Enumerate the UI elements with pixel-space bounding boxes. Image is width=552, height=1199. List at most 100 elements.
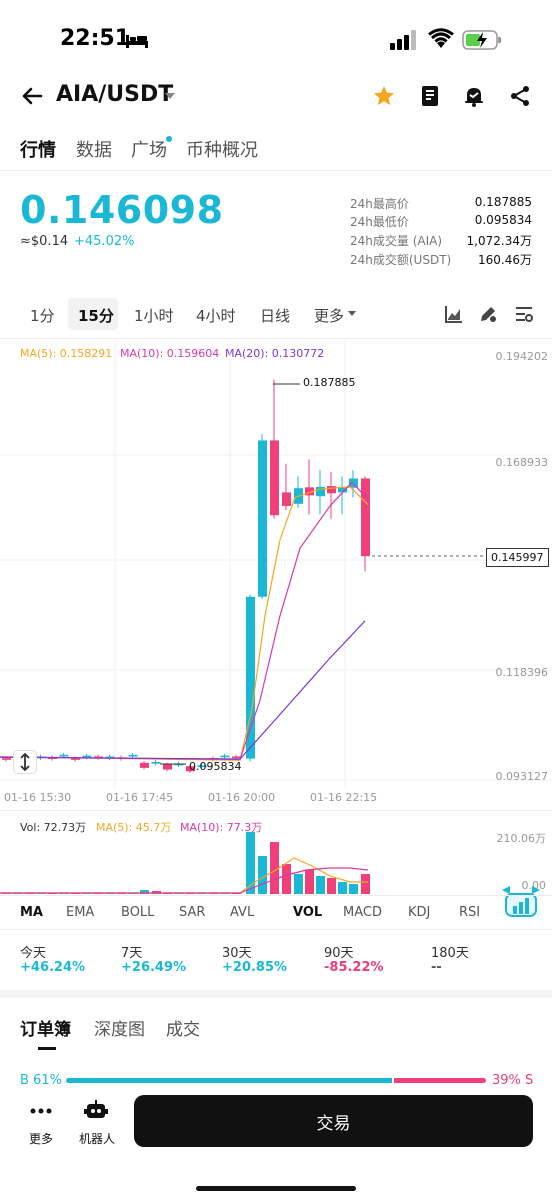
time-tick-1: 01-16 15:30 — [4, 791, 72, 804]
vol-ma5-legend: MA(5): 45.7万 — [96, 821, 172, 834]
indicator-ema[interactable]: EMA — [66, 905, 95, 920]
bid-percentage: B 61% — [20, 1073, 62, 1088]
candle — [282, 492, 291, 506]
perf-label-30d: 30天 — [222, 946, 252, 961]
price-change: +45.02% — [74, 234, 135, 249]
pair-title[interactable]: AIA/USDT — [56, 82, 174, 107]
home-indicator — [196, 1186, 356, 1191]
interval-daily[interactable]: 日线 — [260, 307, 291, 325]
section-separator — [0, 990, 552, 998]
stat-label-high: 24h最高价 — [350, 197, 409, 211]
robot-icon[interactable] — [84, 1100, 108, 1122]
price-tick-2: 0.168933 — [495, 456, 549, 469]
vertical-expand-icon[interactable] — [13, 750, 37, 774]
battery-icon — [462, 30, 501, 50]
last-price: 0.146098 — [20, 188, 224, 232]
interval-4h[interactable]: 4小时 — [196, 307, 236, 325]
volume-bar — [316, 876, 325, 894]
more-dots-icon[interactable] — [30, 1104, 52, 1118]
volume-bar — [140, 890, 149, 894]
volume-chart — [0, 832, 370, 894]
favorite-star-icon[interactable] — [372, 84, 396, 108]
interval-more[interactable]: 更多 — [314, 307, 345, 325]
candle — [94, 756, 103, 759]
tab-depth[interactable]: 深度图 — [94, 1020, 145, 1040]
interval-1m[interactable]: 1分 — [30, 307, 55, 325]
candlestick-chart[interactable] — [0, 340, 552, 790]
volume-bar — [349, 884, 358, 894]
candle — [59, 754, 69, 757]
status-time: 22:51 — [60, 26, 131, 51]
chart-divider — [0, 810, 552, 811]
active-tab-underline — [38, 1047, 56, 1050]
bid-bar — [66, 1078, 392, 1083]
tab-data[interactable]: 数据 — [76, 140, 112, 161]
volume-bar — [338, 882, 347, 894]
alert-bell-icon[interactable] — [462, 84, 486, 108]
perf-value-30d: +20.85% — [222, 960, 288, 975]
indicator-macd[interactable]: MACD — [343, 905, 382, 920]
indicator-kdj[interactable]: KDJ — [408, 905, 431, 920]
robot-label[interactable]: 机器人 — [78, 1132, 115, 1146]
volume-bar — [258, 856, 267, 894]
perf-value-today: +46.24% — [20, 960, 86, 975]
candle — [151, 761, 161, 764]
candle — [186, 766, 195, 772]
candle — [258, 440, 267, 597]
drawing-tool-icon[interactable] — [478, 304, 498, 324]
trade-button[interactable]: 交易 — [134, 1095, 533, 1147]
candle — [71, 758, 80, 760]
indicator-vol[interactable]: VOL — [293, 905, 323, 920]
interval-active-bg — [68, 298, 118, 330]
interval-1h[interactable]: 1小时 — [134, 307, 174, 325]
caret-down-icon[interactable] — [164, 91, 176, 101]
ma5-line — [0, 486, 369, 761]
tab-orderbook[interactable]: 订单簿 — [20, 1020, 71, 1040]
price-tick-4: 0.093127 — [495, 770, 549, 783]
indicator-sar[interactable]: SAR — [179, 905, 206, 920]
ma20-line — [0, 620, 366, 760]
stat-value-high: 0.187885 — [474, 195, 532, 209]
back-arrow-icon[interactable] — [20, 84, 44, 108]
share-icon[interactable] — [508, 84, 532, 108]
more-label[interactable]: 更多 — [28, 1132, 53, 1146]
vol-ma10-line — [0, 867, 369, 894]
notebook-icon[interactable] — [418, 84, 442, 108]
indicator-rsi[interactable]: RSI — [459, 905, 481, 920]
time-tick-4: 01-16 22:15 — [310, 791, 378, 804]
indicator-boll[interactable]: BOLL — [121, 905, 155, 920]
perf-label-180d: 180天 — [431, 946, 469, 961]
indicator-top-divider — [0, 895, 552, 896]
ai-assistant-icon[interactable] — [498, 884, 544, 924]
more-caret-icon[interactable] — [348, 311, 356, 317]
candle — [197, 765, 207, 768]
interval-15m[interactable]: 15分 — [78, 307, 114, 325]
sleep-mode-icon — [126, 35, 148, 48]
candle — [338, 486, 347, 493]
ask-bar — [394, 1078, 486, 1083]
current-price-marker: 0.145997 — [486, 548, 549, 567]
vol-tick-top: 210.06万 — [496, 832, 547, 845]
stat-value-low: 0.095834 — [474, 213, 532, 227]
tab-market[interactable]: 行情 — [20, 140, 56, 161]
price-tick-1: 0.194202 — [495, 350, 549, 363]
candle — [128, 754, 138, 757]
candle — [246, 596, 255, 759]
tab-square[interactable]: 广场 — [131, 140, 167, 161]
chart-type-icon[interactable] — [444, 304, 464, 324]
perf-value-180d: -- — [431, 960, 442, 975]
candle — [305, 487, 314, 496]
vol-tick-bottom: 0.00 — [521, 879, 547, 892]
indicator-bottom-divider — [0, 929, 552, 930]
tab-coin-overview[interactable]: 币种概况 — [186, 140, 258, 161]
stat-label-low: 24h最低价 — [350, 215, 409, 229]
volume-bar — [361, 874, 370, 894]
time-tick-2: 01-16 17:45 — [106, 791, 174, 804]
candle — [327, 486, 336, 494]
indicator-ma[interactable]: MA — [20, 905, 43, 920]
indicator-avl[interactable]: AVL — [230, 905, 255, 920]
tab-trades[interactable]: 成交 — [166, 1020, 200, 1040]
perf-label-90d: 90天 — [324, 946, 354, 961]
perf-label-7d: 7天 — [121, 946, 143, 961]
chart-settings-icon[interactable] — [514, 304, 534, 324]
